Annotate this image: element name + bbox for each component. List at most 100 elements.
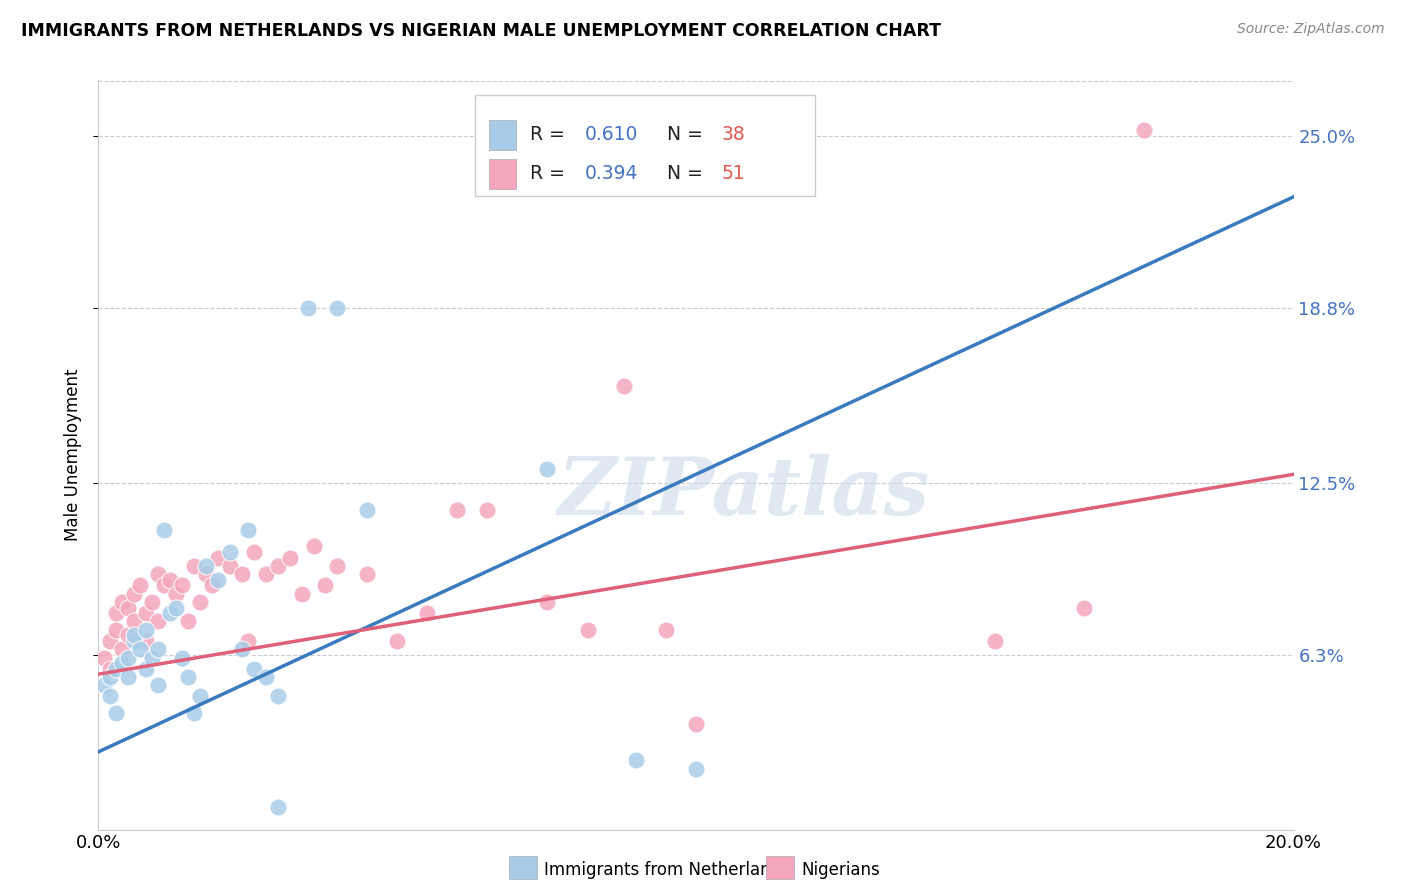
Point	[536, 462, 558, 476]
Point	[141, 595, 163, 609]
Point	[159, 606, 181, 620]
Point	[148, 678, 170, 692]
Point	[326, 558, 349, 573]
Text: 0.610: 0.610	[585, 126, 638, 145]
Point	[267, 800, 290, 814]
Point	[135, 623, 157, 637]
Point	[243, 545, 266, 559]
Point	[613, 378, 636, 392]
Point	[165, 600, 187, 615]
Point	[536, 595, 558, 609]
Point	[135, 662, 157, 676]
Point	[117, 670, 139, 684]
Point	[117, 650, 139, 665]
Point	[177, 670, 200, 684]
Point	[685, 717, 707, 731]
Point	[278, 550, 301, 565]
Point	[111, 656, 134, 670]
Point	[124, 587, 146, 601]
Point	[117, 600, 139, 615]
Point	[111, 595, 134, 609]
Text: IMMIGRANTS FROM NETHERLANDS VS NIGERIAN MALE UNEMPLOYMENT CORRELATION CHART: IMMIGRANTS FROM NETHERLANDS VS NIGERIAN …	[21, 22, 941, 40]
Y-axis label: Male Unemployment: Male Unemployment	[65, 368, 83, 541]
Point	[105, 706, 128, 720]
Point	[254, 670, 277, 684]
Point	[165, 587, 187, 601]
Point	[267, 690, 290, 704]
Point	[105, 623, 128, 637]
Point	[1133, 123, 1156, 137]
Point	[141, 650, 163, 665]
Point	[236, 523, 259, 537]
FancyBboxPatch shape	[489, 120, 516, 150]
Point	[98, 670, 122, 684]
Point	[117, 628, 139, 642]
Point	[207, 573, 229, 587]
Point	[148, 567, 170, 582]
Point	[159, 573, 181, 587]
Point	[98, 633, 122, 648]
Point	[356, 503, 378, 517]
Point	[231, 567, 253, 582]
Point	[129, 642, 152, 657]
FancyBboxPatch shape	[489, 159, 516, 189]
Text: 38: 38	[721, 126, 745, 145]
Point	[153, 578, 176, 592]
Point	[135, 606, 157, 620]
Point	[626, 753, 648, 767]
Point	[254, 567, 277, 582]
Point	[98, 662, 122, 676]
Point	[984, 633, 1007, 648]
Text: R =: R =	[530, 126, 571, 145]
Point	[195, 567, 218, 582]
Text: Nigerians: Nigerians	[801, 861, 880, 879]
Text: N =: N =	[668, 126, 709, 145]
Point	[302, 540, 325, 554]
Point	[124, 628, 146, 642]
Point	[111, 642, 134, 657]
Point	[207, 550, 229, 565]
Point	[267, 558, 290, 573]
Point	[93, 678, 115, 692]
Point	[135, 633, 157, 648]
Point	[124, 615, 146, 629]
Point	[183, 558, 205, 573]
Point	[475, 503, 498, 517]
FancyBboxPatch shape	[475, 95, 815, 196]
Point	[685, 762, 707, 776]
Point	[315, 578, 337, 592]
Point	[105, 662, 128, 676]
Text: ZIPatlas: ZIPatlas	[558, 454, 929, 531]
Point	[231, 642, 253, 657]
Point	[98, 690, 122, 704]
Text: Immigrants from Netherlands: Immigrants from Netherlands	[544, 861, 790, 879]
Point	[291, 587, 314, 601]
Point	[172, 650, 194, 665]
Point	[243, 662, 266, 676]
Point	[1073, 600, 1095, 615]
Point	[297, 301, 319, 315]
Point	[153, 523, 176, 537]
Text: 0.394: 0.394	[585, 164, 638, 184]
Point	[236, 633, 259, 648]
Point	[93, 650, 115, 665]
Point	[183, 706, 205, 720]
Point	[219, 558, 242, 573]
Point	[416, 606, 439, 620]
Text: R =: R =	[530, 164, 571, 184]
Point	[188, 595, 211, 609]
Point	[385, 633, 409, 648]
Text: N =: N =	[668, 164, 709, 184]
Point	[219, 545, 242, 559]
Point	[105, 606, 128, 620]
Point	[148, 642, 170, 657]
Point	[124, 633, 146, 648]
Point	[326, 301, 349, 315]
Point	[129, 578, 152, 592]
Point	[578, 623, 600, 637]
Point	[188, 690, 211, 704]
Point	[177, 615, 200, 629]
Point	[148, 615, 170, 629]
Point	[655, 623, 678, 637]
Text: 51: 51	[721, 164, 745, 184]
